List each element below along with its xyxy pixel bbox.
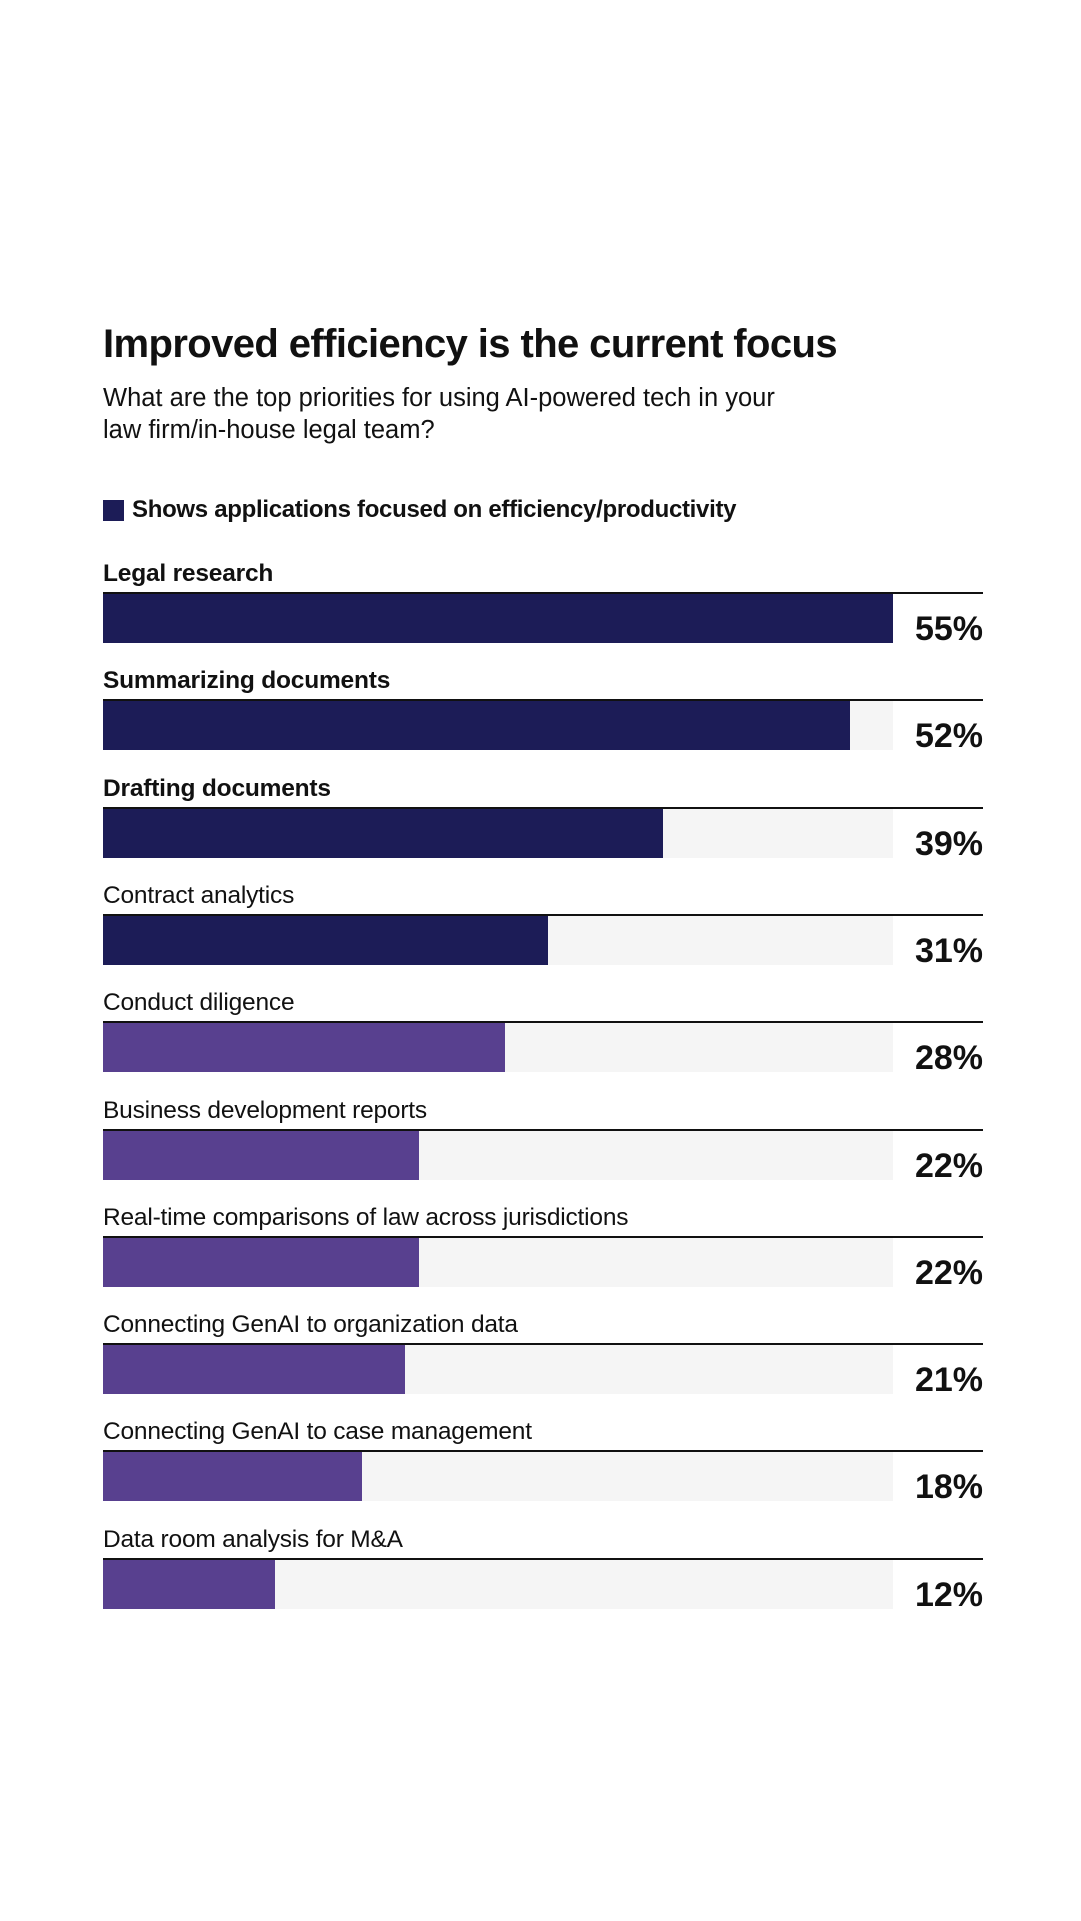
category-label: Connecting GenAI to organization data <box>103 1311 518 1339</box>
bar <box>103 1345 405 1395</box>
row-divider <box>103 699 983 702</box>
row-divider <box>103 592 983 594</box>
bar-row: Data room analysis for M&A 12% <box>103 1525 983 1632</box>
bar <box>103 1559 276 1609</box>
category-label: Drafting documents <box>103 774 331 802</box>
bar-row: Contract analytics 31% <box>103 881 983 988</box>
value-label: 28% <box>914 1039 983 1078</box>
category-label: Real-time comparisons of law across juri… <box>103 1203 629 1231</box>
bar-row: Business development reports 22% <box>103 1096 983 1203</box>
value-label: 22% <box>914 1146 983 1185</box>
bar-row: Drafting documents 39% <box>103 774 983 881</box>
chart-title: Improved efficiency is the current focus <box>103 322 838 366</box>
bar-track <box>103 1023 893 1073</box>
value-label: 22% <box>914 1253 983 1292</box>
value-label: 52% <box>914 717 983 756</box>
category-label: Connecting GenAI to case management <box>103 1418 532 1446</box>
bar-row: Connecting GenAI to organization data 21% <box>103 1310 983 1417</box>
value-label: 55% <box>914 610 983 648</box>
bar <box>103 808 664 858</box>
bar-chart: Legal research 55% Summarizing documents 52… <box>103 0 983 1921</box>
row-divider <box>103 1557 983 1560</box>
chart-legend: Shows applications focused on efficiency… <box>103 496 737 524</box>
bar-row: Summarizing documents 52% <box>103 666 983 773</box>
bar <box>103 1130 419 1180</box>
value-label: 39% <box>914 824 983 863</box>
bar-track <box>103 594 893 643</box>
category-label: Contract analytics <box>103 881 295 909</box>
bar-track <box>103 1452 893 1502</box>
bar <box>103 594 893 643</box>
legend-swatch <box>103 499 124 521</box>
bar-track <box>103 808 893 858</box>
row-divider <box>103 1343 983 1346</box>
row-divider <box>103 1128 983 1131</box>
bar-row: Real-time comparisons of law across juri… <box>103 1203 983 1310</box>
row-divider <box>103 913 983 916</box>
value-label: 18% <box>914 1468 983 1507</box>
chart-subtitle: What are the top priorities for using AI… <box>103 384 775 444</box>
bar-track <box>103 1559 893 1609</box>
bar-track <box>103 701 893 751</box>
bar <box>103 1452 362 1502</box>
row-divider <box>103 1021 983 1024</box>
row-divider <box>103 1450 983 1453</box>
bar <box>103 1023 506 1073</box>
value-label: 31% <box>914 931 983 970</box>
bar-row: Connecting GenAI to case management 18% <box>103 1417 983 1524</box>
bar-track <box>103 1130 893 1180</box>
category-label: Business development reports <box>103 1096 427 1124</box>
bar-track <box>103 915 893 965</box>
value-label: 21% <box>914 1361 983 1400</box>
bar-track <box>103 1237 893 1287</box>
category-label: Summarizing documents <box>103 667 391 695</box>
category-label: Legal research <box>103 560 274 587</box>
category-label: Conduct diligence <box>103 989 295 1017</box>
legend-label: Shows applications focused on efficiency… <box>132 496 737 523</box>
bar-track <box>103 1345 893 1395</box>
category-label: Data room analysis for M&A <box>103 1525 403 1553</box>
bar <box>103 701 850 751</box>
bar-row: Legal research 55% <box>103 559 983 666</box>
value-label: 12% <box>914 1575 983 1614</box>
row-divider <box>103 806 983 809</box>
bar <box>103 915 549 965</box>
bar <box>103 1237 419 1287</box>
row-divider <box>103 1235 983 1238</box>
bar-row: Conduct diligence 28% <box>103 988 983 1095</box>
